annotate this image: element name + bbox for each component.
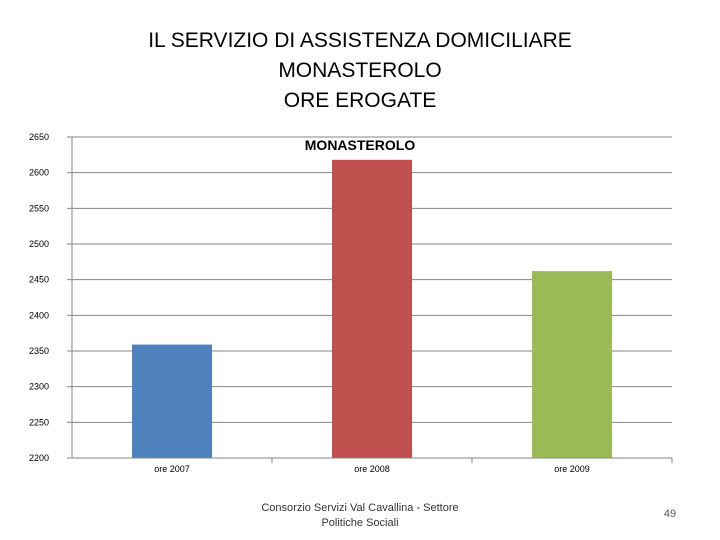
y-tick-label: 2600 <box>29 168 49 178</box>
bar-3 <box>532 271 612 458</box>
bars <box>132 159 612 458</box>
chart-title: MONASTEROLO <box>305 137 416 153</box>
y-tick-label: 2450 <box>29 275 49 285</box>
y-tick-label: 2200 <box>29 453 49 463</box>
footer-line-1: Consorzio Servizi Val Cavallina - Settor… <box>261 502 459 514</box>
y-tick-label: 2500 <box>29 239 49 249</box>
y-axis-ticks: 2200 2250 2300 2350 2400 2450 2500 2550 2600 2650 <box>29 132 72 463</box>
y-tick-label: 2550 <box>29 203 49 213</box>
slide-title-line-1: IL SERVIZIO DI ASSISTENZA DOMICILIARE <box>148 29 572 52</box>
x-axis-ticks: ore 2007 ore 2008 ore 2009 <box>154 458 673 474</box>
x-tick-label: ore 2008 <box>354 464 390 474</box>
y-tick-label: 2350 <box>29 346 49 356</box>
x-tick-label: ore 2007 <box>154 464 190 474</box>
page-number: 49 <box>663 508 677 520</box>
footer: Consorzio Servizi Val Cavallina - Settor… <box>230 501 490 531</box>
y-tick-label: 2400 <box>29 310 49 320</box>
slide-title-line-2: MONASTEROLO <box>278 59 442 82</box>
y-tick-label: 2250 <box>29 417 49 427</box>
slide-title: IL SERVIZIO DI ASSISTENZA DOMICILIARE MO… <box>0 26 720 116</box>
y-tick-label: 2650 <box>29 132 49 142</box>
x-tick-label: ore 2009 <box>554 464 590 474</box>
bar-1 <box>132 344 212 458</box>
y-tick-label: 2300 <box>29 382 49 392</box>
footer-line-2: Politiche Sociali <box>321 517 399 529</box>
bar-2 <box>332 159 412 458</box>
slide-title-line-3: ORE EROGATE <box>283 89 437 112</box>
